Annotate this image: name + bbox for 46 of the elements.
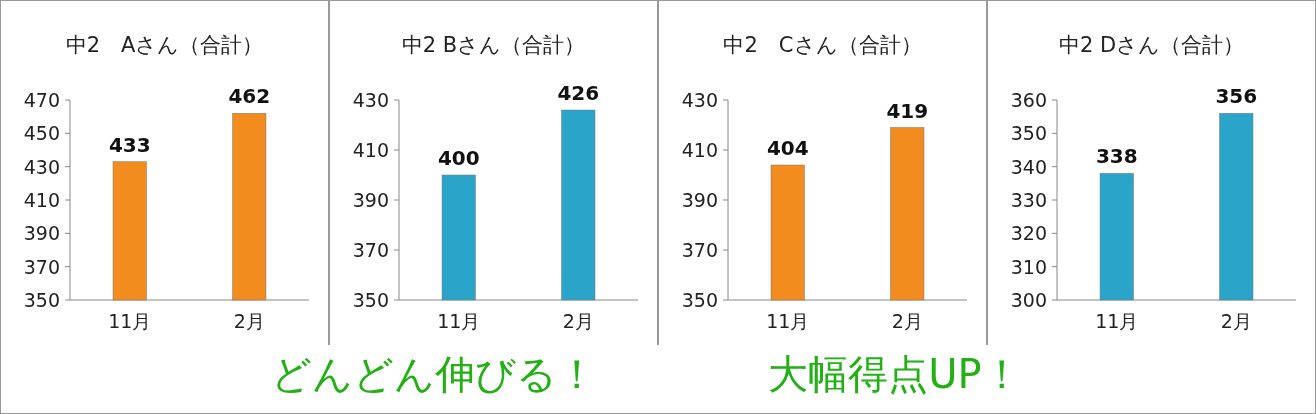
- data-label: 462: [228, 84, 271, 109]
- y-tick-label: 370: [23, 255, 60, 278]
- y-tick-label: 410: [23, 189, 60, 211]
- x-tick-label: 11月: [108, 310, 152, 332]
- y-tick-label: 350: [352, 289, 389, 311]
- y-tick-label: 350: [681, 289, 718, 311]
- y-tick-label: 310: [1010, 255, 1047, 278]
- data-label: 404: [766, 136, 809, 160]
- y-tick-label: 390: [681, 189, 718, 211]
- x-tick-label: 2月: [1220, 310, 1252, 332]
- y-tick-label: 350: [1010, 122, 1047, 145]
- y-tick-label: 340: [1010, 155, 1047, 178]
- y-tick-label: 370: [681, 239, 718, 261]
- data-label: 400: [437, 146, 480, 170]
- chart-title: 中2 Bさん（合計）: [401, 33, 586, 57]
- y-tick-label: 320: [1010, 222, 1047, 245]
- data-label: 433: [108, 132, 151, 157]
- x-tick-label: 11月: [1095, 310, 1139, 332]
- y-tick-label: 430: [352, 89, 389, 111]
- x-tick-label: 2月: [233, 310, 265, 332]
- y-tick-label: 350: [23, 289, 60, 311]
- x-tick-label: 11月: [766, 310, 810, 332]
- y-tick-label: 450: [23, 122, 60, 145]
- text: 大幅得点UP！: [768, 351, 1022, 397]
- x-tick-label: 11月: [437, 310, 481, 332]
- text: どんどん伸びる！: [271, 351, 598, 397]
- y-tick-label: 430: [23, 155, 60, 178]
- x-tick-label: 2月: [562, 310, 594, 332]
- chart-title: 中2 Cさん（合計）: [723, 33, 922, 57]
- y-tick-label: 390: [352, 189, 389, 211]
- chart-title: 中2 Aさん（合計）: [65, 33, 264, 57]
- data-label: 426: [557, 81, 600, 105]
- data-label: 356: [1215, 84, 1258, 109]
- chart-title: 中2 Dさん（合計）: [1058, 33, 1245, 57]
- x-tick-label: 2月: [891, 310, 923, 332]
- y-tick-label: 300: [1010, 289, 1047, 311]
- y-tick-label: 390: [23, 222, 60, 245]
- y-tick-label: 370: [352, 239, 389, 261]
- y-tick-label: 430: [681, 89, 718, 111]
- y-tick-label: 410: [681, 139, 718, 161]
- data-label: 419: [886, 98, 929, 123]
- y-tick-label: 330: [1010, 189, 1047, 211]
- y-tick-label: 360: [1010, 89, 1047, 111]
- y-tick-label: 410: [352, 139, 389, 161]
- y-tick-label: 470: [23, 89, 60, 111]
- data-label: 338: [1095, 144, 1138, 169]
